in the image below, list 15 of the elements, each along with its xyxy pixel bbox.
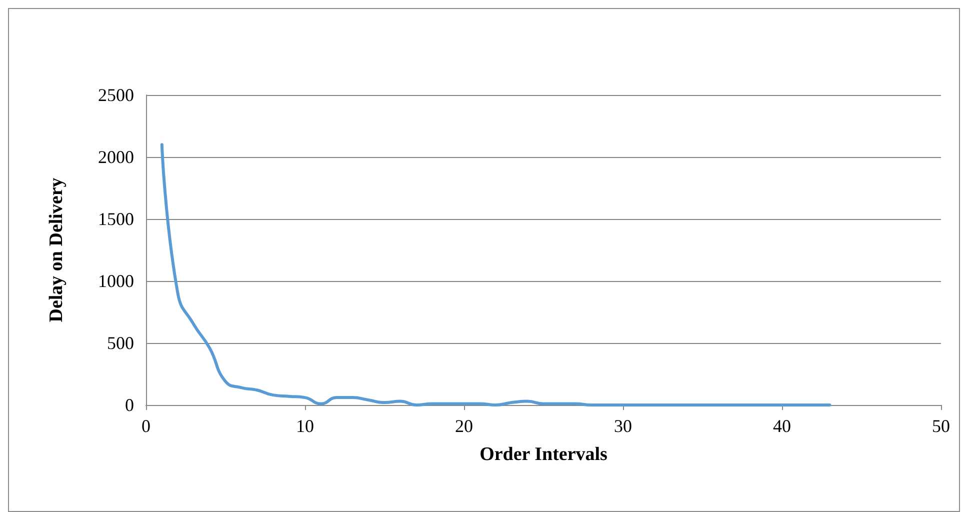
y-tick-label: 0	[125, 395, 134, 415]
line-series	[160, 143, 832, 406]
x-tick-label: 30	[614, 416, 632, 436]
x-tick-label: 50	[932, 416, 950, 436]
x-axis-title: Order Intervals	[480, 444, 608, 465]
x-tick-label: 20	[455, 416, 473, 436]
y-tick-label: 2500	[98, 85, 134, 105]
x-tick-label: 0	[142, 416, 150, 436]
y-tick-label: 500	[107, 333, 134, 353]
y-tick-label: 1000	[98, 271, 134, 291]
y-tick-label: 2000	[98, 147, 134, 167]
y-tick-label: 1500	[98, 209, 134, 229]
x-tick-label: 40	[773, 416, 791, 436]
y-axis-title: Delay on Delivery	[46, 177, 67, 322]
x-tick-label: 10	[296, 416, 314, 436]
